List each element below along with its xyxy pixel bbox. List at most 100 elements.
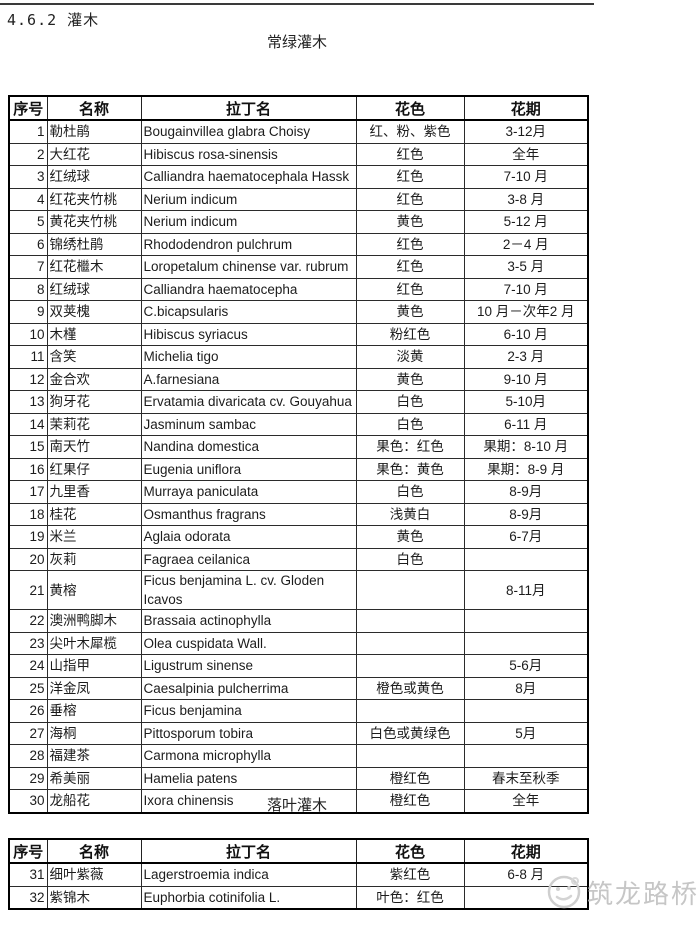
table-cell: Fagraea ceilanica (140, 547, 357, 571)
table-cell: 红色 (355, 255, 465, 279)
table-cell: 10 (8, 322, 48, 346)
table-cell: 希美丽 (46, 766, 142, 790)
table-row: 11 含笑 Michelia tigo 淡黄 2-3 月 (8, 345, 589, 369)
table-cell: 29 (8, 766, 48, 790)
table-cell: A.farnesiana (140, 367, 357, 391)
table-cell: 1 (8, 119, 48, 144)
table-row: 10 木槿 Hibiscus syriacus 粉红色 6-10 月 (8, 322, 589, 346)
table-cell: 25 (8, 676, 48, 700)
table-cell: 红绒球 (46, 165, 142, 189)
table-cell: 7-10 月 (463, 165, 589, 189)
table-cell: 12 (8, 367, 48, 391)
table-cell: 黄色 (355, 525, 465, 549)
table-cell: 32 (8, 885, 48, 910)
table-row: 13 狗牙花 Ervatamia divaricata cv. Gouyahua 白色… (8, 390, 589, 414)
table-cell: Hibiscus syriacus (140, 322, 357, 346)
table-cell: 果色：黄色 (355, 457, 465, 481)
table-cell: 红色 (355, 232, 465, 256)
deciduous-shrubs-table: 序号 名称 拉丁名 花色 花期 31 细叶紫薇 Lagerstroemia indica 紫红… (8, 838, 589, 910)
table-cell: 橙色或黄色 (355, 676, 465, 700)
table-cell: 九里香 (46, 480, 142, 504)
table-row: 3 红绒球 Calliandra haematocephala Hassk 红色 7-1… (8, 165, 589, 189)
column-header: 拉丁名 (140, 95, 357, 121)
table-cell: 4 (8, 187, 48, 211)
table-cell: 澳洲鸭脚木 (46, 609, 142, 633)
table-cell: 南天竹 (46, 435, 142, 459)
table-cell: 白色 (355, 412, 465, 436)
table-cell: 22 (8, 609, 48, 633)
table-cell: Brassaia actinophylla (140, 609, 357, 633)
table-cell: Jasminum sambac (140, 412, 357, 436)
table-cell: 2－4 月 (463, 232, 589, 256)
column-header: 花色 (355, 838, 465, 864)
table-cell: 11 (8, 345, 48, 369)
evergreen-shrubs-table: 序号 名称 拉丁名 花色 花期 1 勒杜鹃 Bougainvillea glabra Cho… (8, 95, 589, 814)
table-cell: Hibiscus rosa-sinensis (140, 142, 357, 166)
table-cell: 红花夹竹桃 (46, 187, 142, 211)
table-row: 15 南天竹 Nandina domestica 果色：红色 果期：8-10 月 (8, 435, 589, 459)
table-cell: 红色 (355, 277, 465, 301)
table-row: 30 龙船花 Ixora chinensis 橙红色 全年 (8, 789, 589, 813)
table-cell: 龙船花 (46, 789, 142, 813)
table-cell: 26 (8, 699, 48, 723)
table-cell: 茉莉花 (46, 412, 142, 436)
table-cell: 8 (8, 277, 48, 301)
table-cell: Olea cuspidata Wall. (140, 631, 357, 655)
table-row: 25 洋金凤 Caesalpinia pulcherrima 橙色或黄色 8月 (8, 676, 589, 700)
table-cell: 19 (8, 525, 48, 549)
column-header: 序号 (8, 95, 48, 121)
table-cell: 2-3 月 (463, 345, 589, 369)
table-cell: 全年 (463, 789, 589, 813)
column-header: 花期 (463, 95, 589, 121)
table-cell (463, 744, 589, 768)
table-cell: 6-10 月 (463, 322, 589, 346)
table-row: 1 勒杜鹃 Bougainvillea glabra Choisy 红、粉、紫色 3-1… (8, 119, 589, 144)
table-cell: 尖叶木犀榄 (46, 631, 142, 655)
table-cell: 白色或黄绿色 (355, 721, 465, 745)
table-cell: 浅黄白 (355, 502, 465, 526)
table-row: 2 大红花 Hibiscus rosa-sinensis 红色 全年 (8, 142, 589, 166)
table-cell: 8-9月 (463, 480, 589, 504)
table-cell: 14 (8, 412, 48, 436)
watermark-text: 筑龙路桥 (587, 878, 700, 909)
table-cell: 双荚槐 (46, 300, 142, 324)
table-cell: 20 (8, 547, 48, 571)
table-cell: Pittosporum tobira (140, 721, 357, 745)
table-cell: 6 (8, 232, 48, 256)
table-cell: Ficus benjamina L. cv. Gloden Icavos (140, 570, 357, 610)
table-cell: 24 (8, 654, 48, 678)
table-cell: 橙红色 (355, 766, 465, 790)
table-cell: 白色 (355, 480, 465, 504)
table-cell: 红果仔 (46, 457, 142, 481)
table-cell: 金合欢 (46, 367, 142, 391)
table-cell: 红色 (355, 165, 465, 189)
table-cell: 黄色 (355, 367, 465, 391)
header-row: 序号 名称 拉丁名 花色 花期 (8, 838, 589, 864)
table-cell: 8-9月 (463, 502, 589, 526)
table-cell: 海桐 (46, 721, 142, 745)
table-cell (355, 744, 465, 768)
table-cell: 洋金凤 (46, 676, 142, 700)
table-cell: Michelia tigo (140, 345, 357, 369)
table-cell: Aglaia odorata (140, 525, 357, 549)
table-cell: 2 (8, 142, 48, 166)
table-cell: 福建茶 (46, 744, 142, 768)
table-cell: 春末至秋季 (463, 766, 589, 790)
table-row: 8 红绒球 Calliandra haematocepha 红色 7-10 月 (8, 277, 589, 301)
table-cell: 28 (8, 744, 48, 768)
table-cell: 5-6月 (463, 654, 589, 678)
table-row: 21 黄榕 Ficus benjamina L. cv. Gloden Icavos… (8, 570, 589, 610)
table-cell: 紫锦木 (46, 885, 142, 910)
table-cell: 30 (8, 789, 48, 813)
table-cell: 黄色 (355, 210, 465, 234)
table-cell: 果期：8-9 月 (463, 457, 589, 481)
table-cell: 紫红色 (355, 862, 465, 887)
table-cell: 3-8 月 (463, 187, 589, 211)
table-cell: 5-12 月 (463, 210, 589, 234)
table-cell (463, 609, 589, 633)
table-cell: 18 (8, 502, 48, 526)
table-cell: 米兰 (46, 525, 142, 549)
table-row: 31 细叶紫薇 Lagerstroemia indica 紫红色 6-8 月 (8, 862, 589, 887)
table-cell: Nerium indicum (140, 187, 357, 211)
table-cell: Ervatamia divaricata cv. Gouyahua (140, 390, 357, 414)
